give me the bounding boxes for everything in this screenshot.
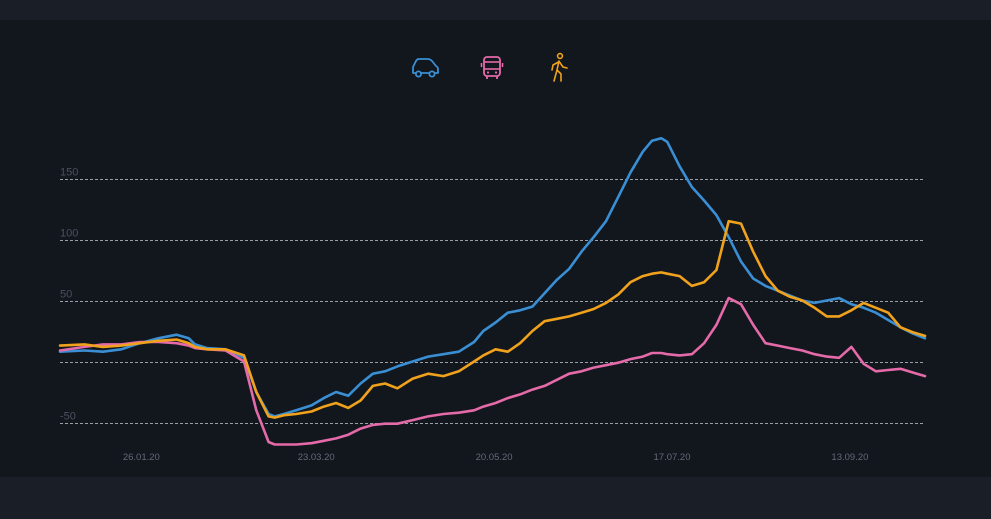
series-line-1 <box>58 296 927 446</box>
legend-item-transit[interactable] <box>475 48 509 88</box>
top-strip <box>0 0 991 20</box>
bus-icon <box>480 56 504 79</box>
y-tick-label: 50 <box>60 289 72 301</box>
series-layer <box>58 136 927 446</box>
legend <box>0 48 991 88</box>
legend-item-driving[interactable] <box>408 48 442 88</box>
y-tick-label: 150 <box>60 167 78 179</box>
x-tick-label: 26.01.20 <box>123 452 160 463</box>
x-tick-label: 20.05.20 <box>476 452 513 463</box>
grid-layer: 150 100 50 -50 <box>60 167 925 424</box>
legend-item-walking[interactable] <box>542 48 576 88</box>
walking-icon <box>551 52 568 82</box>
y-tick-label: 100 <box>60 228 78 240</box>
series-line-2 <box>58 219 927 419</box>
series-line-0 <box>58 136 927 418</box>
car-icon <box>412 58 439 78</box>
bottom-strip <box>0 477 991 519</box>
x-tick-label: 13.09.20 <box>831 452 868 463</box>
y-tick-label: -50 <box>60 411 76 423</box>
x-tick-label: 23.03.20 <box>298 452 335 463</box>
x-axis: 26.01.20 23.03.20 20.05.20 17.07.20 13.09.20 <box>123 452 869 463</box>
x-tick-label: 17.07.20 <box>654 452 691 463</box>
